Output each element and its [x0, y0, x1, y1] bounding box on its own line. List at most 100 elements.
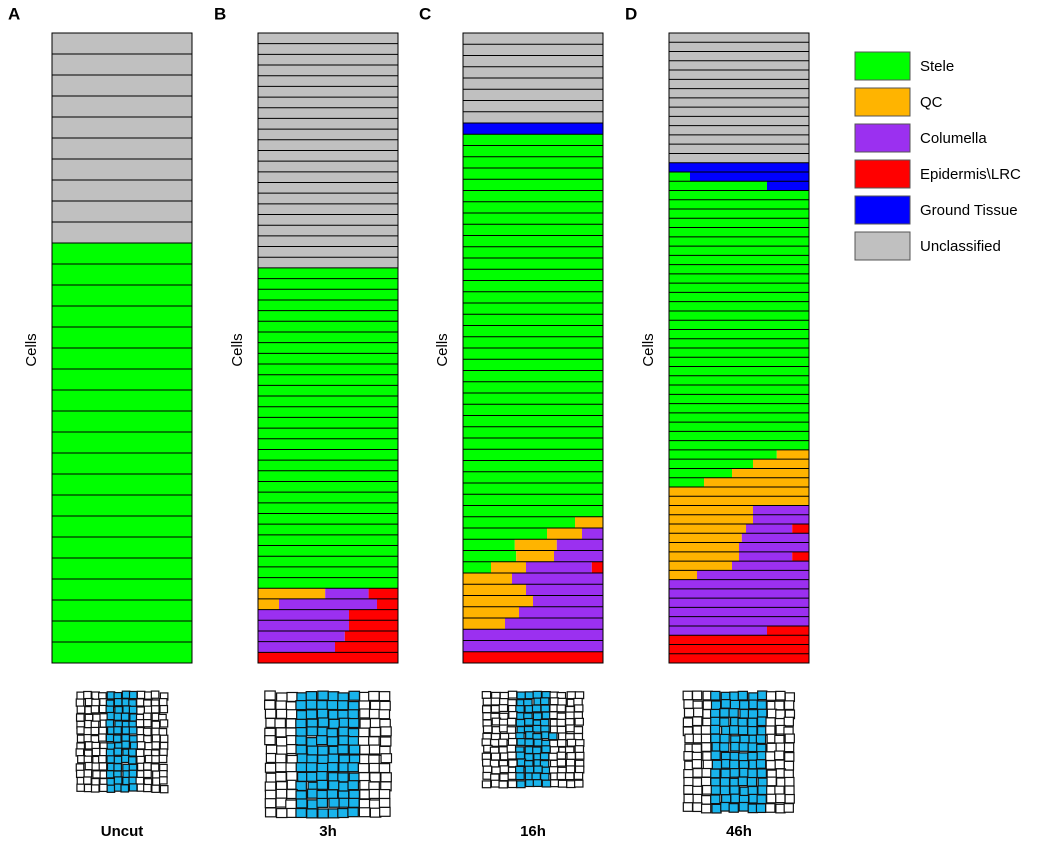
sketch-cell	[316, 771, 328, 782]
cell-segment	[669, 292, 809, 302]
sketch-cell	[121, 726, 131, 735]
sketch-cell	[573, 771, 584, 780]
sketch-cell	[737, 776, 749, 787]
sketch-cell	[691, 690, 703, 701]
sketch-cell	[482, 725, 493, 734]
sketch-cell	[151, 755, 160, 764]
cell-segment	[258, 97, 398, 108]
cell-segment	[463, 190, 603, 202]
cell-segment	[669, 162, 809, 172]
cell-segment	[258, 43, 398, 55]
sketch-cell	[380, 772, 392, 783]
y-axis-label: Cells	[23, 333, 40, 366]
sketch-cell	[159, 719, 169, 728]
sketch-cell	[337, 744, 349, 755]
cell-segment	[463, 483, 603, 495]
sketch-cell	[765, 691, 777, 701]
sketch-cell	[508, 759, 518, 768]
cell-segment	[491, 561, 526, 573]
cell-segment	[669, 264, 809, 274]
sketch-cell	[574, 745, 585, 754]
sketch-cell	[566, 738, 577, 747]
sketch-cell	[328, 797, 340, 808]
sketch-cell	[295, 807, 307, 819]
sketch-cell	[756, 700, 768, 711]
cell-segment	[258, 556, 398, 567]
sketch-cell	[306, 737, 318, 748]
sketch-cell	[368, 799, 381, 810]
y-axis-label: Cells	[229, 333, 246, 366]
sketch-cell	[75, 713, 85, 722]
panel-border	[257, 32, 399, 664]
cell-segment	[669, 486, 809, 497]
cell-segment	[258, 171, 398, 183]
cell-segment	[349, 609, 398, 621]
sketch-cell	[539, 752, 550, 761]
sketch-cell	[774, 700, 785, 711]
cell-segment	[258, 139, 398, 151]
sketch-cell	[150, 763, 160, 772]
sketch-cell	[710, 700, 722, 711]
cell-segment	[463, 258, 603, 270]
sketch-cell	[105, 733, 115, 743]
sketch-cell	[151, 784, 160, 793]
cell-segment	[669, 181, 767, 191]
cell-segment	[463, 370, 603, 382]
cell-segment	[258, 321, 398, 332]
cell-segment	[52, 474, 192, 495]
cell-segment	[349, 620, 398, 631]
sketch-cell	[729, 691, 740, 702]
cell-segment	[258, 470, 398, 482]
panel-letter: B	[214, 4, 226, 23]
sketch-cell	[574, 765, 585, 774]
cell-segment	[669, 366, 809, 376]
cell-segment	[669, 107, 809, 117]
cell-segment	[52, 558, 192, 579]
sketch-cell	[306, 771, 318, 782]
cell-segment	[669, 524, 746, 534]
sketch-cell	[143, 769, 152, 779]
sketch-cell	[574, 717, 584, 726]
cell-segment	[463, 561, 491, 573]
sketch-cell	[683, 699, 694, 709]
sketch-cell	[541, 745, 551, 754]
sketch-cell	[265, 772, 278, 783]
sketch-cell	[128, 705, 138, 715]
sketch-cell	[326, 736, 339, 747]
cell-segment	[258, 566, 398, 578]
cell-segment	[258, 289, 398, 300]
sketch-cell	[264, 789, 277, 800]
sketch-cell	[566, 751, 576, 760]
sketch-cell	[285, 709, 298, 720]
cell-segment	[52, 180, 192, 201]
cell-segment	[258, 588, 326, 599]
legend-swatch	[854, 231, 911, 261]
sketch-cell	[317, 754, 329, 765]
sketch-cell	[347, 709, 360, 720]
cell-segment	[258, 267, 398, 279]
sketch-cell	[368, 744, 381, 755]
cell-segment	[463, 100, 603, 112]
y-axis-label: Cells	[640, 333, 657, 366]
sketch-cell	[784, 793, 795, 804]
cell-segment	[258, 246, 398, 258]
sketch-cell	[728, 725, 740, 735]
sketch-cell	[83, 783, 93, 793]
sketch-cell	[565, 765, 576, 774]
sketch-cell	[541, 779, 552, 788]
sketch-cell	[379, 806, 391, 817]
sketch-cell	[757, 690, 768, 701]
cell-segment	[463, 606, 519, 618]
sketch-cell	[306, 799, 319, 810]
cell-segment	[519, 606, 603, 618]
cell-segment	[279, 598, 377, 610]
sketch-cell	[548, 732, 558, 741]
sketch-cell	[783, 716, 794, 727]
sketch-cell	[738, 742, 749, 752]
sketch-cell	[516, 780, 526, 789]
cell-segment	[753, 505, 809, 515]
cell-segment	[52, 369, 192, 390]
cell-segment	[463, 426, 603, 438]
sketch-cell	[112, 734, 122, 743]
